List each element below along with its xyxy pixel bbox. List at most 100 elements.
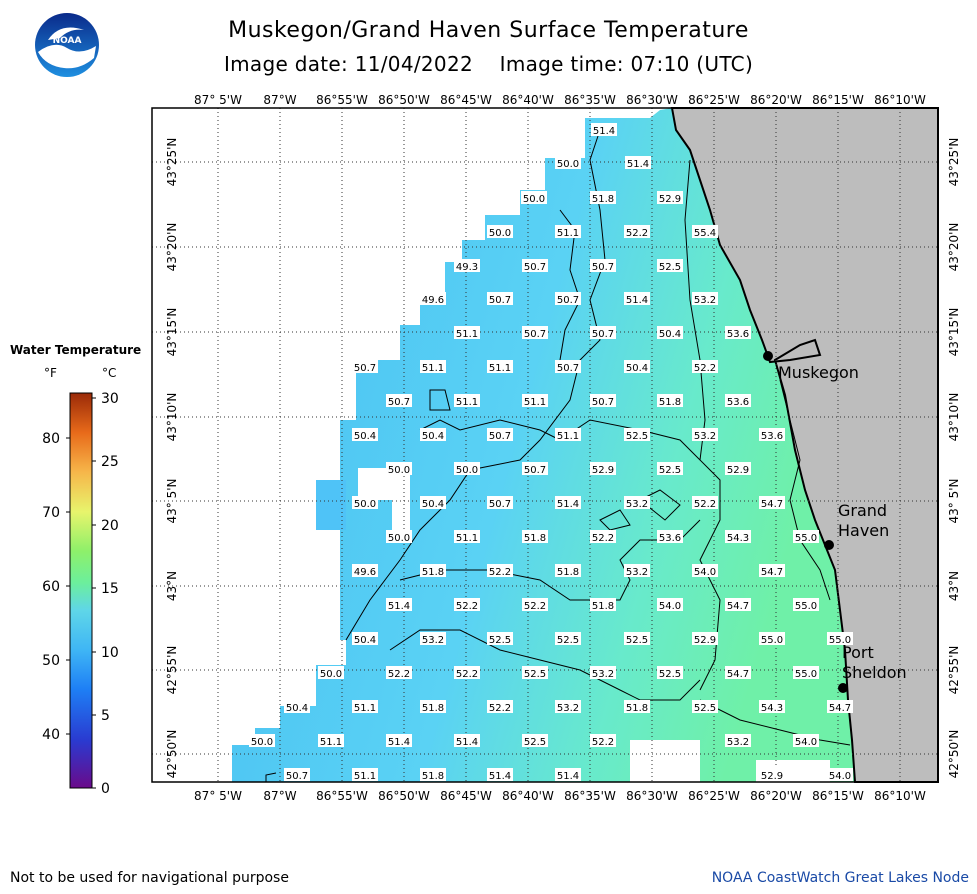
- temperature-value-text: 52.2: [388, 669, 410, 680]
- latitude-labels-right: 43°25'N 43°20'N 43°15'N 43°10'N 43° 5'N 43°N 4…: [947, 138, 961, 779]
- temperature-value: 51.4: [625, 156, 651, 170]
- longitude-label: 86°50'W: [378, 789, 430, 803]
- temperature-value-text: 51.8: [557, 567, 579, 578]
- temperature-value-text: 50.0: [523, 194, 545, 205]
- temperature-value-text: 54.0: [795, 737, 817, 748]
- map-frame: [151, 107, 939, 783]
- temperature-value-text: 50.7: [489, 295, 511, 306]
- latitude-label: 42°55'N: [947, 646, 961, 695]
- temperature-value-text: 50.7: [286, 771, 308, 782]
- temperature-value-text: 50.0: [388, 465, 410, 476]
- temperature-value: 52.5: [657, 666, 683, 680]
- latitude-label: 43°10'N: [165, 393, 179, 442]
- temperature-value-text: 51.8: [626, 703, 648, 714]
- temperature-value-text: 50.4: [626, 363, 648, 374]
- temperature-value: 52.2: [692, 360, 718, 374]
- longitude-labels-top: 87° 5'W 87°W 86°55'W 86°50'W 86°45'W 86°40'W 8…: [194, 93, 926, 107]
- temperature-value: 51.8: [420, 768, 446, 782]
- latitude-label: 43°20'N: [947, 223, 961, 272]
- temperature-value-text: 49.3: [456, 262, 478, 273]
- temperature-value-text: 51.4: [557, 499, 579, 510]
- temperature-value-text: 51.8: [592, 601, 614, 612]
- temperature-value-text: 52.2: [694, 363, 716, 374]
- temperature-value-text: 51.8: [422, 703, 444, 714]
- temperature-value: 53.6: [725, 394, 751, 408]
- temperature-value-text: 50.0: [489, 228, 511, 239]
- temperature-value-text: 54.0: [659, 601, 681, 612]
- temperature-value: 53.2: [692, 292, 718, 306]
- unit-fahrenheit: °F: [44, 366, 57, 380]
- longitude-label: 86°45'W: [440, 93, 492, 107]
- temperature-value-text: 52.5: [626, 635, 648, 646]
- longitude-label: 86°35'W: [564, 789, 616, 803]
- temperature-value-text: 55.4: [694, 228, 716, 239]
- temperature-value: 52.2: [454, 666, 480, 680]
- temperature-value: 51.1: [487, 360, 513, 374]
- temperature-value: 51.1: [352, 700, 378, 714]
- longitude-label: 86°40'W: [502, 93, 554, 107]
- temperature-value-text: 50.7: [524, 329, 546, 340]
- temperature-value: 50.0: [249, 734, 275, 748]
- temperature-value-text: 50.7: [524, 465, 546, 476]
- temperature-value: 53.2: [725, 734, 751, 748]
- temperature-value-text: 51.1: [456, 533, 478, 544]
- temperature-value: 53.6: [759, 428, 785, 442]
- temperature-value: 50.7: [487, 428, 513, 442]
- temperature-value-text: 54.0: [829, 771, 851, 782]
- temperature-value: 51.1: [454, 326, 480, 340]
- temperature-value-text: 51.8: [524, 533, 546, 544]
- temperature-value: 51.8: [590, 191, 616, 205]
- temperature-value-text: 51.4: [626, 295, 648, 306]
- temperature-value-text: 50.4: [422, 431, 444, 442]
- temperature-value-text: 53.2: [626, 567, 648, 578]
- temperature-value: 50.7: [386, 394, 412, 408]
- legend-tick-f: 60: [42, 579, 60, 595]
- temperature-value: 50.4: [657, 326, 683, 340]
- temperature-value-text: 50.0: [354, 499, 376, 510]
- longitude-label: 86°10'W: [874, 93, 926, 107]
- temperature-value: 53.2: [624, 564, 650, 578]
- temperature-value-text: 53.6: [659, 533, 681, 544]
- temperature-value: 52.9: [759, 768, 785, 782]
- temperature-value-text: 52.2: [489, 703, 511, 714]
- temperature-value-text: 54.7: [829, 703, 851, 714]
- temperature-value-text: 51.1: [557, 431, 579, 442]
- isotherm-lines: [265, 129, 851, 782]
- temperature-value-text: 50.4: [286, 703, 308, 714]
- temperature-value: 55.0: [827, 632, 853, 646]
- temperature-value-text: 52.2: [456, 601, 478, 612]
- temperature-value-text: 49.6: [354, 567, 376, 578]
- temperature-value: 53.2: [590, 666, 616, 680]
- temperature-value: 51.1: [420, 360, 446, 374]
- temperature-value-text: 51.1: [456, 397, 478, 408]
- temperature-value: 52.9: [590, 462, 616, 476]
- legend-tick-c: 10: [101, 645, 119, 661]
- no-data-gap: [358, 468, 410, 530]
- longitude-label: 86°20'W: [750, 93, 802, 107]
- temperature-value: 52.2: [590, 530, 616, 544]
- temperature-value: 51.8: [590, 598, 616, 612]
- temperature-value: 50.0: [386, 462, 412, 476]
- temperature-value: 53.2: [420, 632, 446, 646]
- temperature-value: 51.4: [555, 768, 581, 782]
- temperature-value: 52.2: [487, 700, 513, 714]
- temperature-value: 52.5: [692, 700, 718, 714]
- longitude-label: 86°15'W: [812, 789, 864, 803]
- temperature-labels: 51.4 50.0 51.4 50.0 51.8 52.9 50.0 51.1 52.2 55.4…: [249, 123, 853, 782]
- temperature-value-text: 50.7: [592, 397, 614, 408]
- latitude-label: 43° 5'N: [165, 479, 179, 524]
- temperature-value-text: 50.7: [388, 397, 410, 408]
- temperature-value-text: 50.4: [354, 635, 376, 646]
- muskegon-marker: [763, 351, 773, 361]
- temperature-value: 52.2: [692, 496, 718, 510]
- temperature-value-text: 53.2: [694, 295, 716, 306]
- temperature-value-text: 55.0: [761, 635, 783, 646]
- temperature-value-text: 51.1: [354, 771, 376, 782]
- temperature-value-text: 52.5: [694, 703, 716, 714]
- longitude-label: 87°W: [263, 789, 296, 803]
- temperature-value-text: 52.9: [694, 635, 716, 646]
- temperature-value-text: 51.8: [422, 567, 444, 578]
- temperature-value: 52.2: [487, 564, 513, 578]
- no-data-gap: [316, 480, 346, 530]
- place-label: Grand Haven: [838, 501, 889, 540]
